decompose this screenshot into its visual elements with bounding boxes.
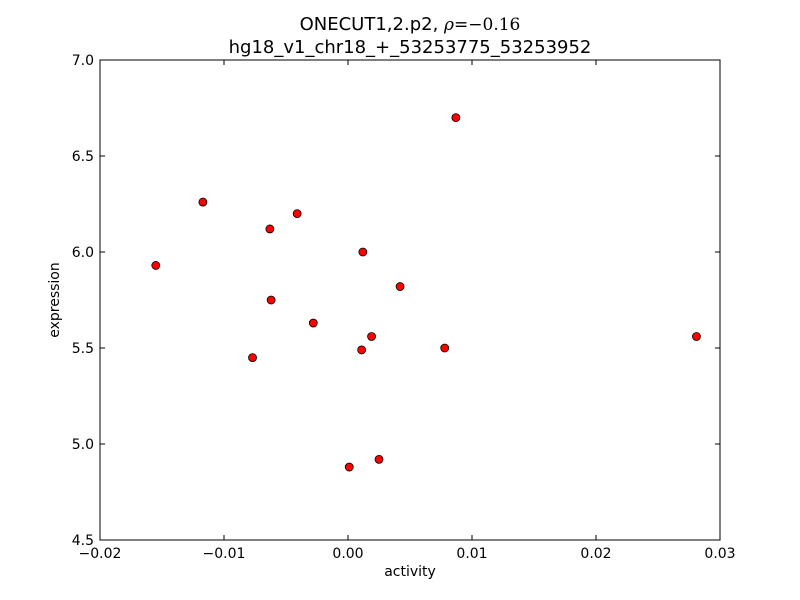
ticks-layer: −0.02 −0.01 0.00 0.01 0.02 0.03 4.5 5.0 5.5 6.0 6.… — [72, 53, 736, 562]
y-tick-label: 6.5 — [72, 149, 94, 165]
data-point — [357, 345, 367, 355]
x-axis-label: activity — [384, 564, 436, 580]
data-point — [248, 353, 257, 363]
y-tick-label: 4.5 — [72, 533, 94, 549]
data-point — [344, 462, 354, 472]
chart-title-rho-symbol: ρ — [443, 15, 454, 35]
y-tick-label: 5.5 — [72, 341, 94, 357]
data-point — [451, 113, 461, 122]
data-point — [367, 332, 376, 341]
chart-title-rho-value: =−0.16 — [454, 15, 520, 35]
chart-title-line1: ONECUT1,2.p2, ρ=−0.16 — [300, 14, 521, 35]
data-points — [151, 113, 701, 472]
data-point — [266, 295, 276, 305]
data-point — [198, 197, 208, 207]
data-point — [395, 282, 405, 291]
y-tick-label: 7.0 — [72, 53, 94, 69]
y-tick-label: 6.0 — [72, 245, 94, 261]
data-point — [308, 318, 318, 328]
data-point — [151, 261, 161, 270]
y-axis-label: expression — [47, 262, 63, 338]
chart-title-line2: hg18_v1_chr18_+_53253775_53253952 — [229, 37, 592, 58]
x-tick-label: 0.03 — [704, 546, 735, 562]
data-point — [265, 224, 275, 234]
x-tick-label: −0.01 — [203, 546, 246, 562]
data-point — [292, 209, 302, 219]
x-tick-label: 0.00 — [332, 546, 363, 562]
plot-frame — [99, 59, 721, 541]
x-tick-label: −0.02 — [79, 546, 122, 562]
data-point — [374, 454, 384, 464]
chart-title-prefix: ONECUT1,2.p2, — [300, 14, 444, 35]
y-tick-label: 5.0 — [72, 437, 94, 453]
data-point — [692, 332, 701, 341]
x-tick-label: 0.02 — [580, 546, 611, 562]
data-point — [440, 343, 450, 353]
data-point — [358, 247, 368, 257]
x-tick-label: 0.01 — [456, 546, 487, 562]
